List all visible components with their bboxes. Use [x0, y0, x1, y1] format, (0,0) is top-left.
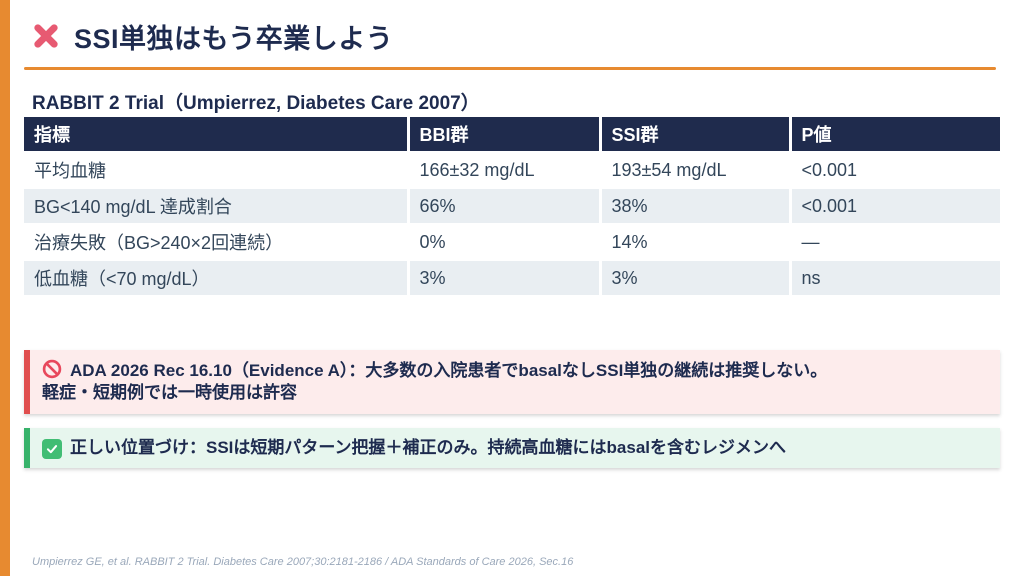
cell-bbi: 166±32 mg/dL: [406, 152, 600, 188]
cell-pvalue: ns: [788, 260, 1000, 295]
cell-bbi: 0%: [406, 224, 600, 260]
cell-bbi: 3%: [406, 260, 600, 295]
cell-ssi: 38%: [598, 188, 790, 224]
table-row: 平均血糖 166±32 mg/dL 193±54 mg/dL <0.001: [24, 152, 1000, 188]
citation-footer: Umpierrez GE, et al. RABBIT 2 Trial. Dia…: [32, 556, 574, 568]
warning-callout: ADA 2026 Rec 16.10（Evidence A）：大多数の入院患者で…: [24, 350, 1000, 414]
cell-pvalue: <0.001: [788, 152, 1000, 188]
positive-text: 正しい位置づけ：SSIは短期パターン把握＋補正のみ。持続高血糖にはbasalを含…: [70, 438, 787, 457]
positive-callout: 正しい位置づけ：SSIは短期パターン把握＋補正のみ。持続高血糖にはbasalを含…: [24, 428, 1000, 469]
column-header-metric: 指標: [24, 117, 408, 152]
page-title: SSI単独はもう卒業しよう: [74, 23, 394, 54]
column-header-bbi: BBI群: [406, 117, 600, 152]
trial-subtitle: RABBIT 2 Trial（Umpierrez, Diabetes Care …: [32, 93, 480, 114]
table-header-row: 指標 BBI群 SSI群 P値: [24, 117, 1000, 152]
positive-line: 正しい位置づけ：SSIは短期パターン把握＋補正のみ。持続高血糖にはbasalを含…: [42, 437, 986, 459]
trial-results-table: 指標 BBI群 SSI群 P値 平均血糖 166±32 mg/dL 193±54…: [24, 117, 1000, 295]
warning-line-1: ADA 2026 Rec 16.10（Evidence A）：大多数の入院患者で…: [42, 359, 986, 382]
title-divider: [24, 67, 996, 70]
cell-ssi: 3%: [598, 260, 790, 295]
cell-pvalue: <0.001: [788, 188, 1000, 224]
column-header-pvalue: P値: [788, 117, 1000, 152]
cell-bbi: 66%: [406, 188, 600, 224]
x-mark-icon: [34, 24, 58, 48]
column-header-ssi: SSI群: [598, 117, 790, 152]
table-row: BG<140 mg/dL 達成割合 66% 38% <0.001: [24, 188, 1000, 224]
warning-line-2: 軽症・短期例では一時使用は許容: [42, 383, 297, 403]
cell-ssi: 14%: [598, 224, 790, 260]
cell-metric: 低血糖（<70 mg/dL）: [34, 269, 210, 289]
left-accent-bar: [0, 0, 10, 576]
cell-ssi: 193±54 mg/dL: [598, 152, 790, 188]
prohibition-icon: [42, 359, 62, 379]
table-row: 治療失敗（BG>240×2回連続） 0% 14% —: [24, 224, 1000, 260]
cell-pvalue: —: [788, 224, 1000, 260]
table-row: 低血糖（<70 mg/dL） 3% 3% ns: [24, 260, 1000, 295]
check-icon: [42, 439, 62, 459]
cell-metric: 平均血糖: [34, 161, 106, 181]
cell-metric: 治療失敗（BG>240×2回連続）: [34, 233, 284, 253]
title-row: SSI単独はもう卒業しよう: [32, 16, 393, 56]
cell-metric: BG<140 mg/dL 達成割合: [34, 197, 232, 217]
warning-text-1: ADA 2026 Rec 16.10（Evidence A）：大多数の入院患者で…: [70, 361, 828, 380]
